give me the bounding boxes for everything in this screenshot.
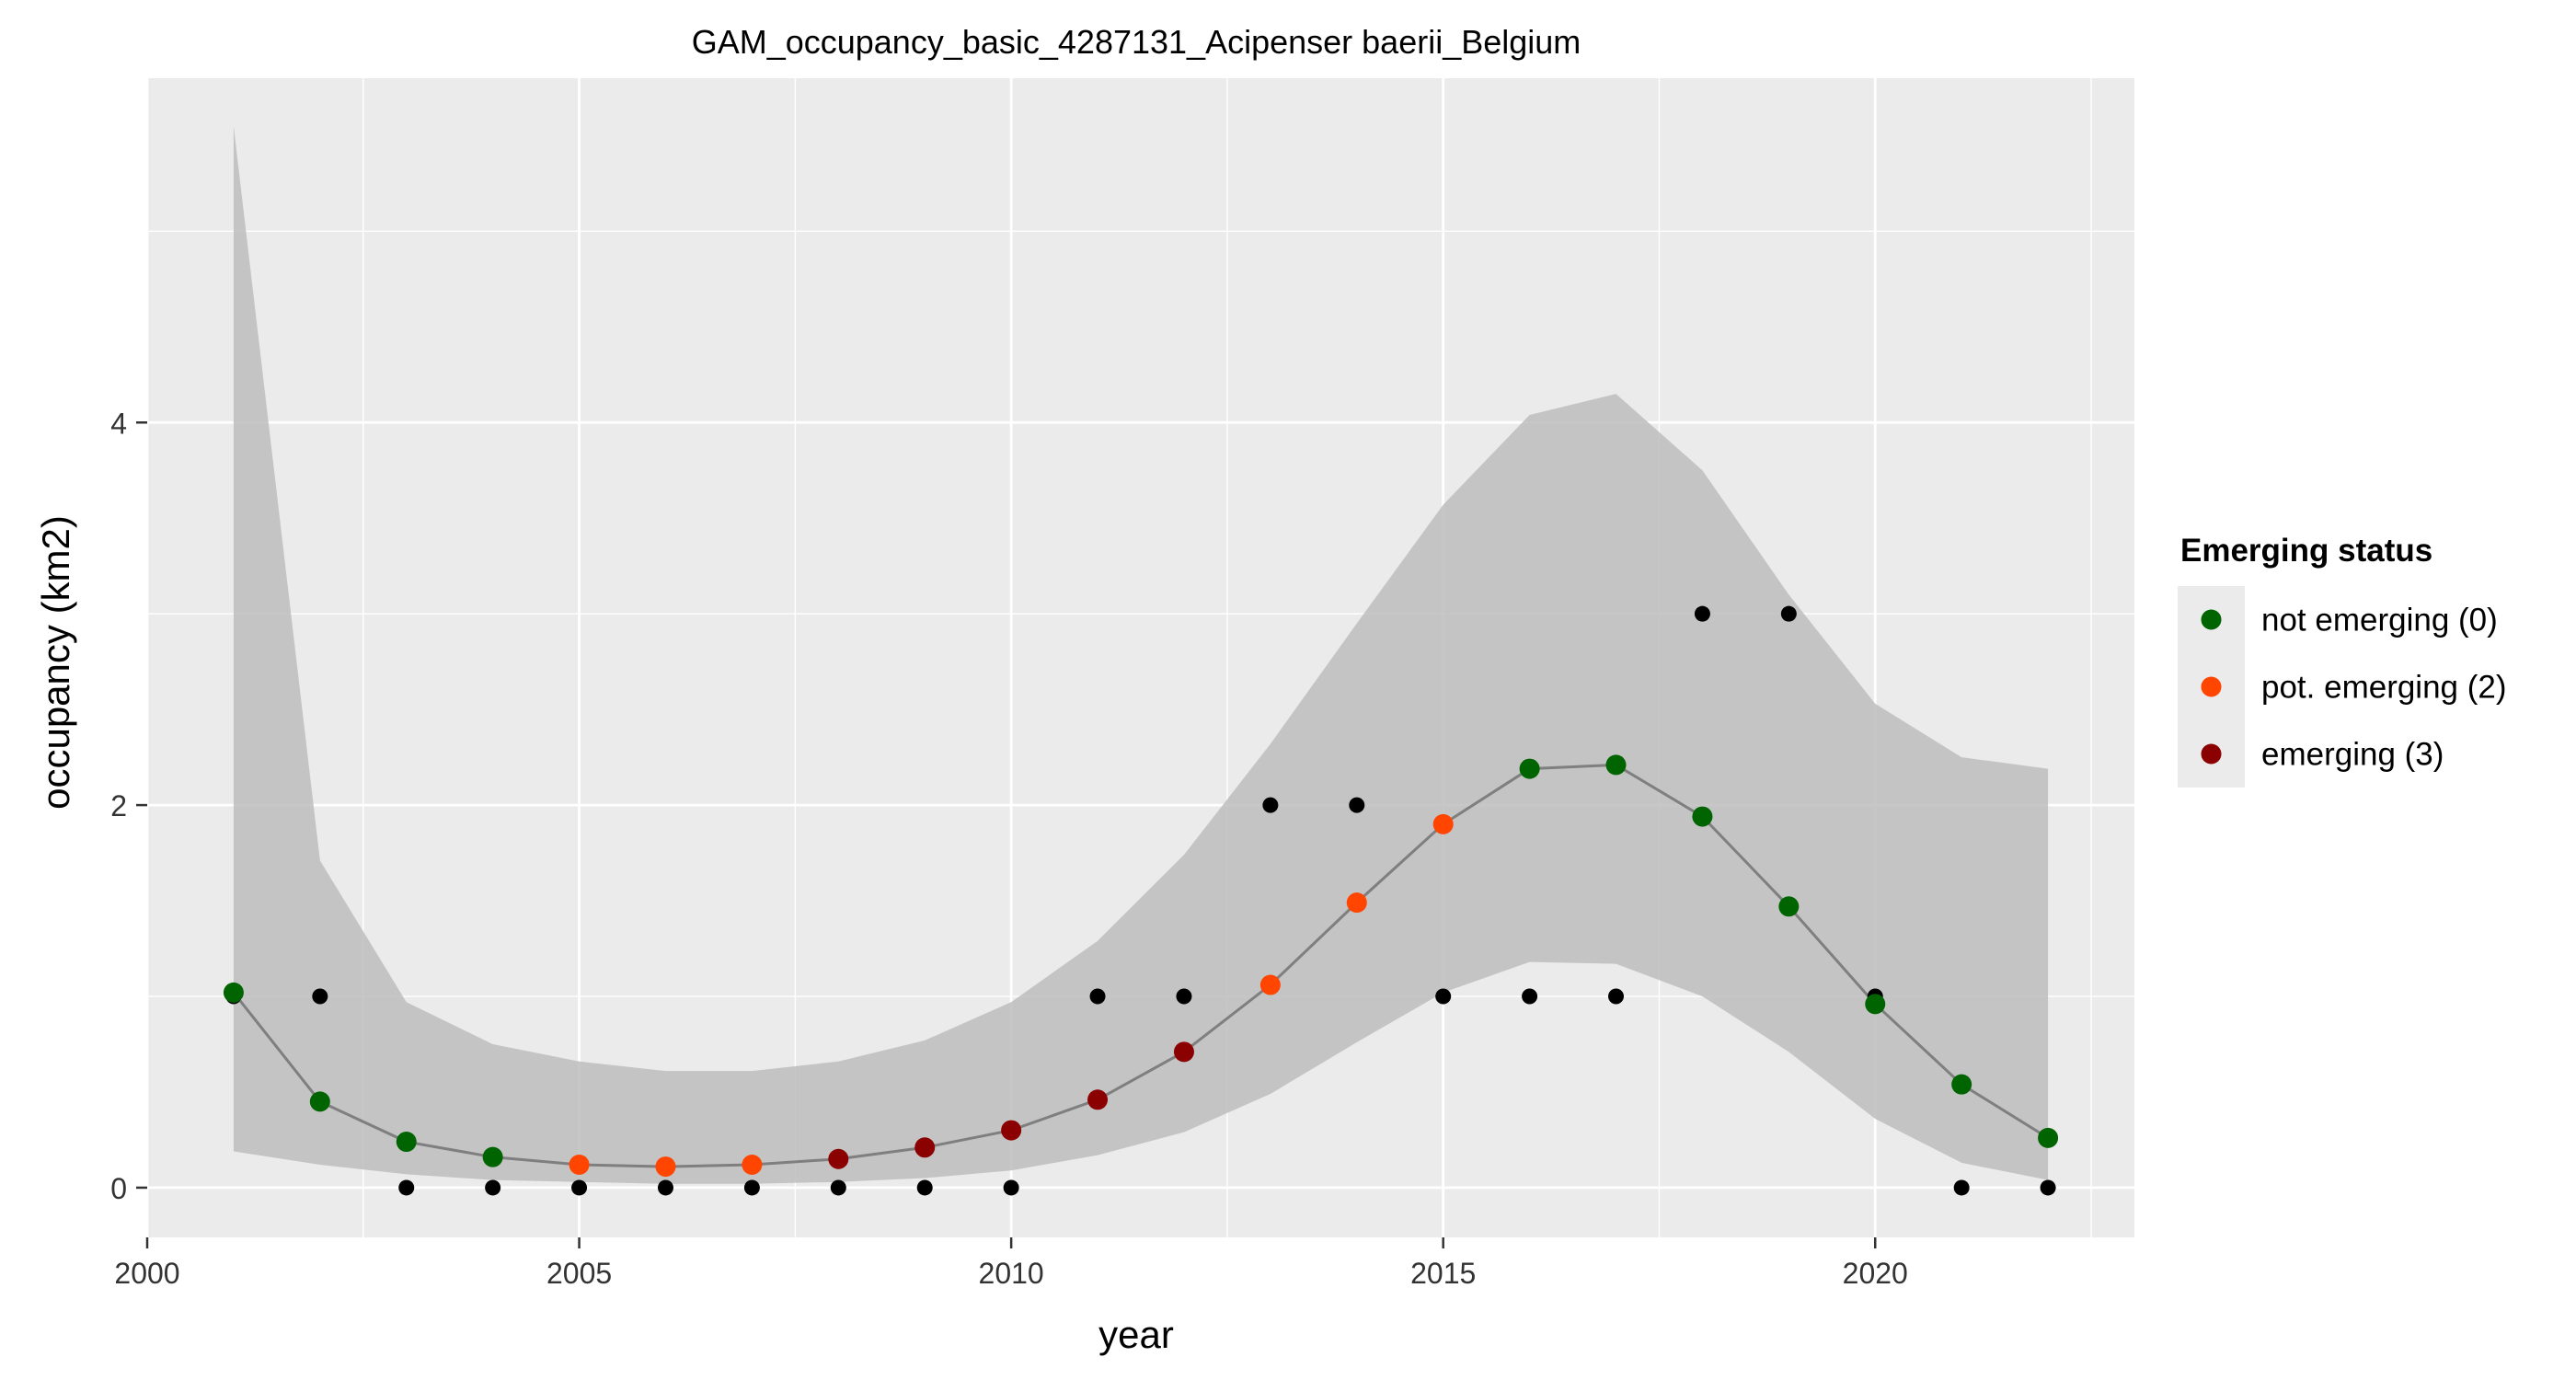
confidence-ribbon [233,125,2049,1184]
observed-point [657,1179,673,1196]
y-axis-title: occupancy (km2) [34,515,77,810]
axes: 2000 2005 2010 2015 2020 0 2 4 [110,407,1908,1290]
observed-point [1522,988,1538,1005]
legend-key-point [2201,676,2222,697]
fitted-point-not-emerging [1519,758,1540,779]
observed-point [398,1179,415,1196]
legend-key-point [2201,743,2222,765]
observed-point [571,1179,588,1196]
fitted-point-emerging [1173,1041,1194,1063]
fitted-point-pot-emerging [569,1154,590,1175]
x-tick-label: 2020 [1843,1257,1908,1290]
observed-point [1694,605,1710,622]
observed-point [1262,797,1279,813]
fitted-point-emerging [914,1137,936,1158]
fitted-point-emerging [1087,1089,1109,1110]
observed-point [1176,988,1192,1005]
fitted-point-not-emerging [482,1146,503,1167]
observed-point [2040,1179,2056,1196]
fitted-point-not-emerging [1865,994,1886,1015]
observed-point [1953,1179,1970,1196]
legend-title: Emerging status [2180,533,2432,569]
fitted-point-pot-emerging [655,1156,676,1178]
observed-point [1780,605,1797,622]
y-tick-label: 2 [110,789,127,822]
fitted-point-not-emerging [2038,1127,2059,1148]
fitted-point-not-emerging [1692,806,1713,827]
legend: Emerging status not emerging (0) pot. eme… [2178,533,2507,788]
fitted-point-pot-emerging [1432,813,1454,834]
x-tick-label: 2010 [979,1257,1044,1290]
legend-label: pot. emerging (2) [2261,670,2507,706]
chart-title: GAM_occupancy_basic_4287131_Acipenser ba… [692,23,1581,61]
fitted-point-pot-emerging [742,1154,763,1175]
x-tick-label: 2000 [114,1257,179,1290]
fitted-line [232,763,2049,1168]
fitted-point-pot-emerging [1346,892,1367,914]
observed-point [1608,988,1625,1005]
fitted-point-not-emerging [309,1091,330,1112]
observed-point [1349,797,1365,813]
x-tick-label: 2005 [546,1257,612,1290]
y-tick-label: 4 [110,407,127,440]
legend-label: not emerging (0) [2261,603,2498,638]
fitted-point-emerging [1001,1120,1022,1141]
observed-point [485,1179,501,1196]
x-tick-label: 2015 [1410,1257,1476,1290]
observed-point [916,1179,933,1196]
observed-point [312,988,328,1005]
y-tick-label: 0 [110,1172,127,1205]
observed-point [1003,1179,1019,1196]
legend-label: emerging (3) [2261,737,2444,773]
plot-panel [145,78,2134,1237]
fitted-point-not-emerging [223,982,244,1003]
legend-key-point [2201,609,2222,630]
fitted-point-not-emerging [1951,1074,1972,1095]
observed-point [1089,988,1106,1005]
x-axis-title: year [1098,1313,1174,1356]
fitted-point-pot-emerging [1259,974,1281,995]
fitted-point-emerging [828,1148,849,1169]
fitted-point-not-emerging [396,1132,417,1153]
observed-point [830,1179,846,1196]
fitted-point-not-emerging [1778,896,1800,917]
fitted-point-not-emerging [1605,754,1627,776]
observed-point [1435,988,1452,1005]
observed-point [743,1179,760,1196]
